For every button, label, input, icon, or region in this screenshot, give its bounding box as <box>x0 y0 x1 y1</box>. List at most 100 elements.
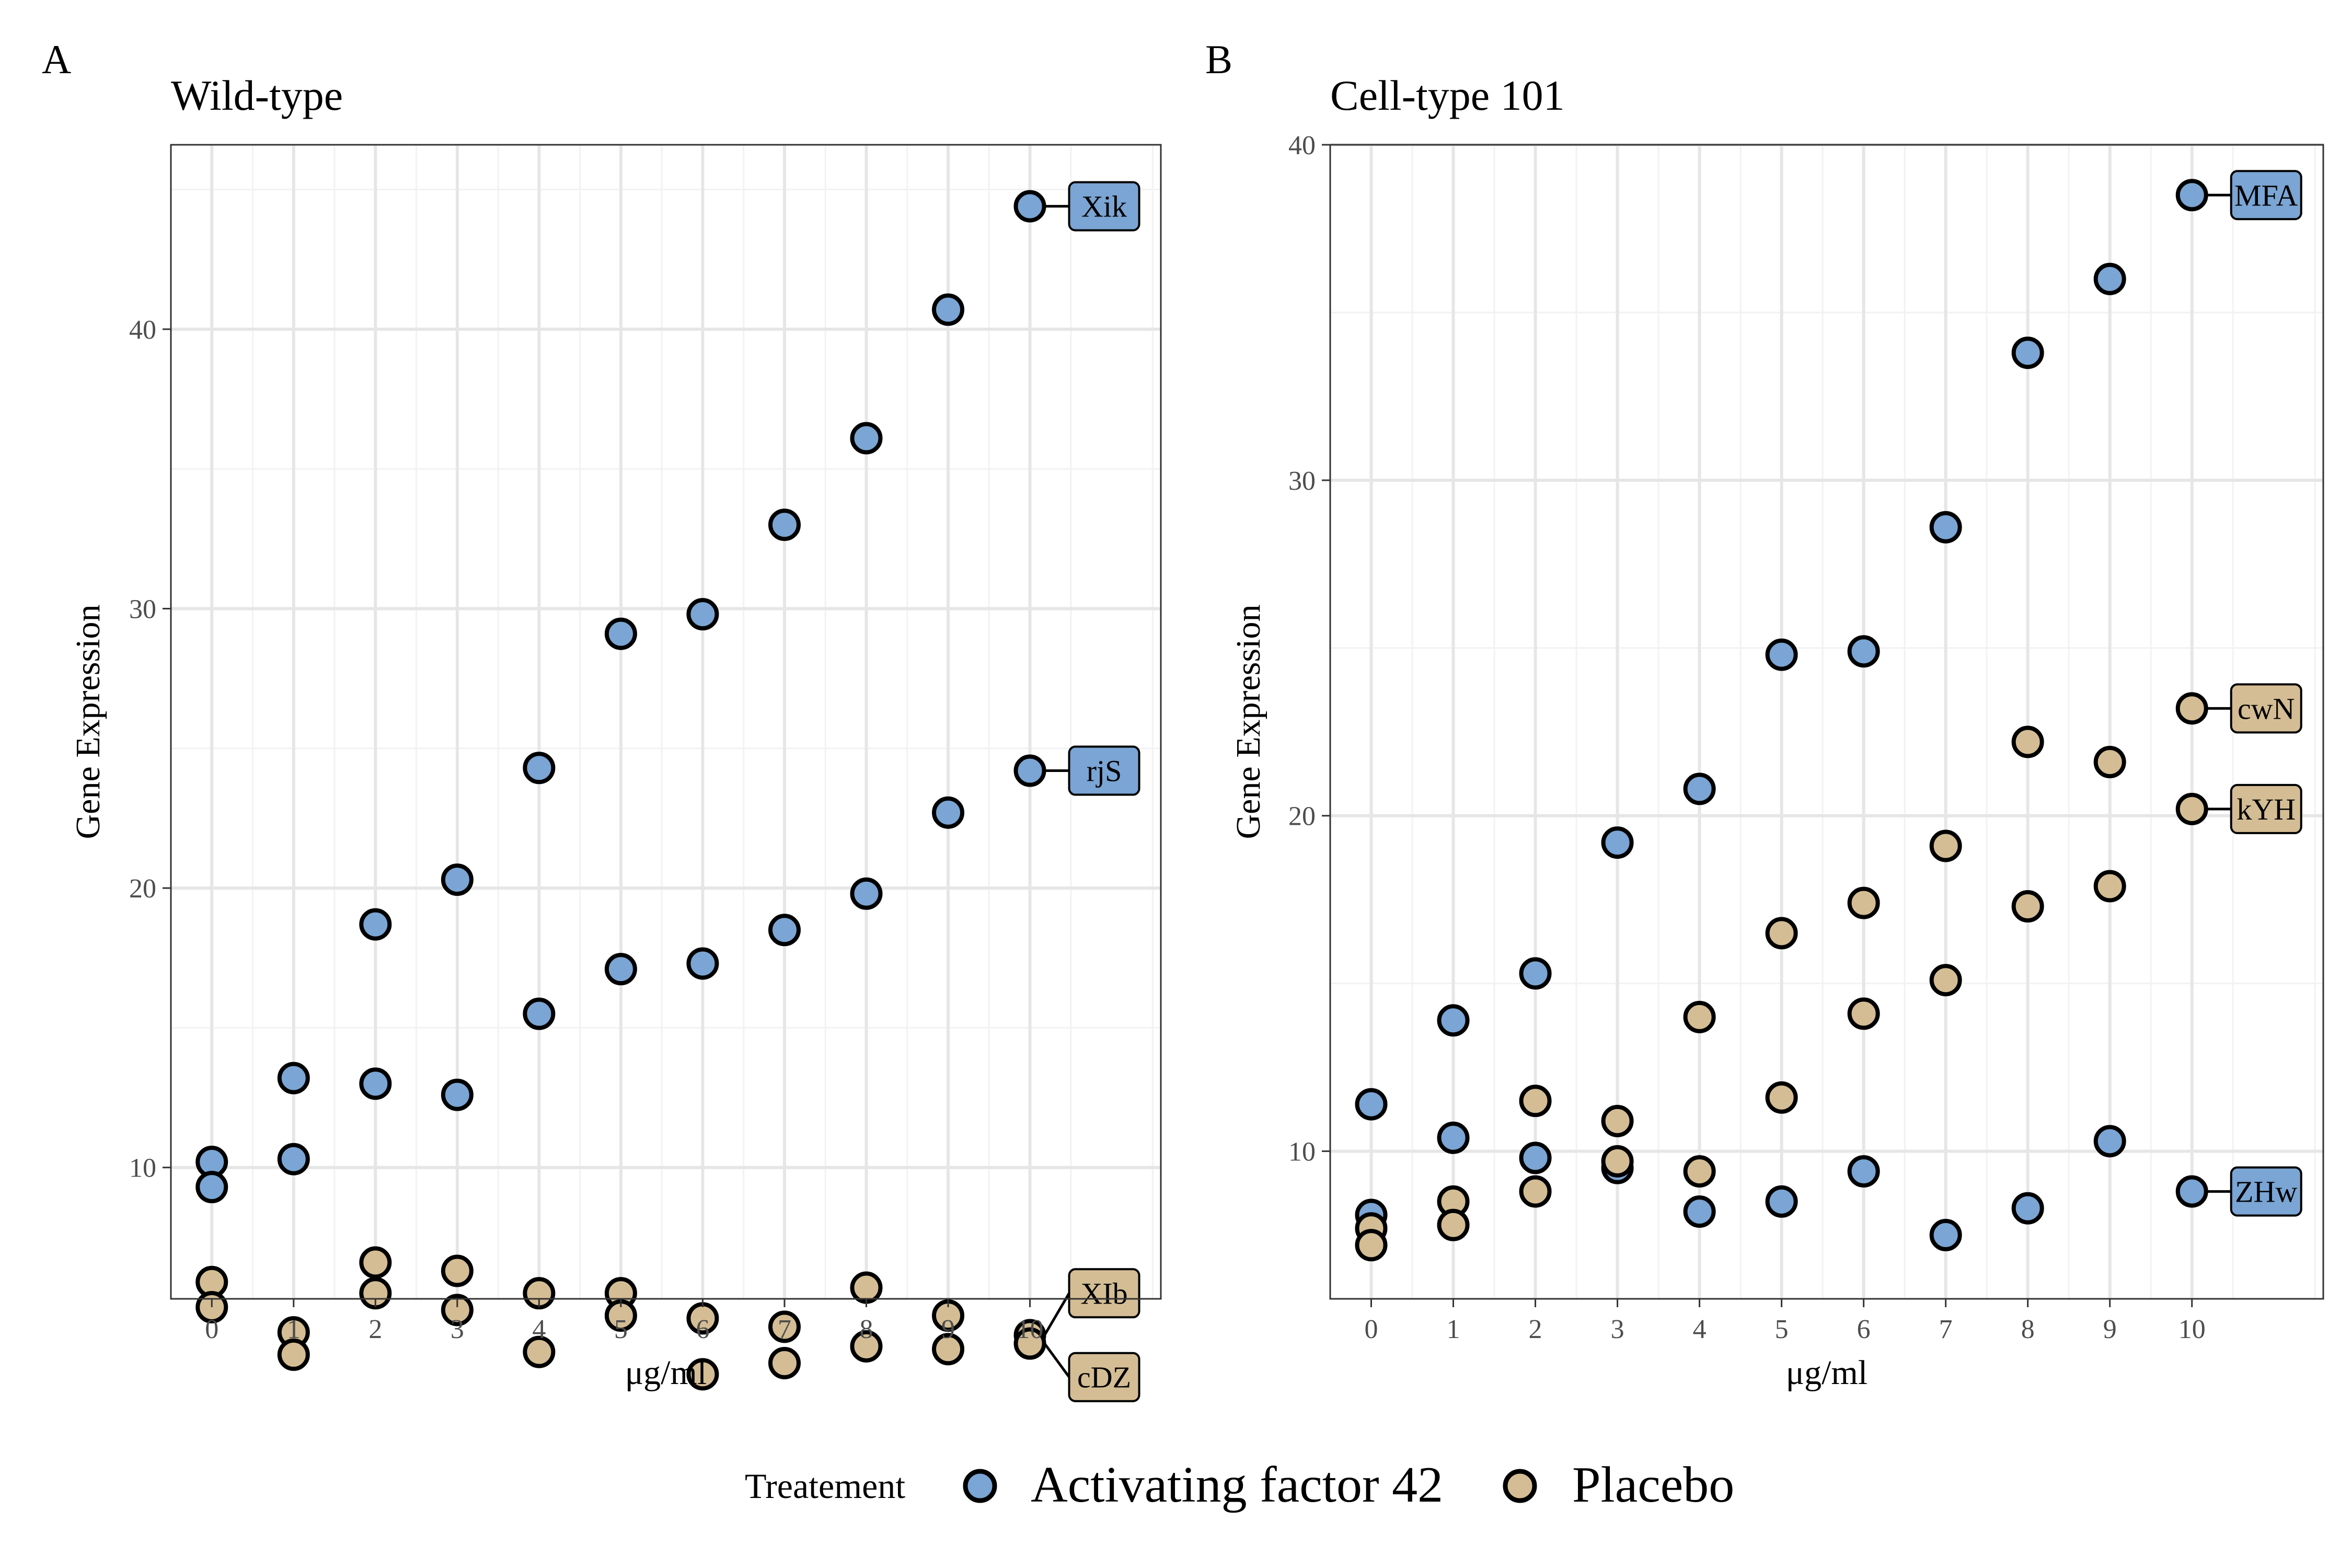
point-activating-factor-42 <box>1357 1090 1386 1119</box>
y-tick-label: 30 <box>129 594 156 624</box>
point-activating-factor-42 <box>1932 1221 1960 1249</box>
point-placebo <box>2014 892 2042 920</box>
x-tick-label: 1 <box>1447 1315 1460 1344</box>
point-placebo <box>770 1349 799 1377</box>
point-activating-factor-42 <box>525 754 553 782</box>
point-placebo <box>1357 1231 1386 1259</box>
panel-letter: A <box>42 37 71 82</box>
y-tick-label: 40 <box>129 315 156 345</box>
point-label-text: XIb <box>1080 1276 1127 1310</box>
x-tick-label: 5 <box>1775 1315 1789 1344</box>
point-placebo <box>852 1274 880 1302</box>
x-tick-label: 1 <box>287 1315 301 1344</box>
point-activating-factor-42 <box>852 880 880 908</box>
point-activating-factor-42 <box>852 424 880 452</box>
x-tick-label: 3 <box>1611 1315 1624 1344</box>
point-activating-factor-42 <box>1850 637 1878 665</box>
point-placebo <box>280 1341 308 1369</box>
x-axis: 0 1 2 3 4 5 6 7 8 9 10 <box>1365 1299 2206 1344</box>
point-activating-factor-42 <box>1686 1197 1714 1226</box>
panel-letter: B <box>1205 37 1232 82</box>
point-placebo <box>1686 1157 1714 1185</box>
y-tick-label: 20 <box>1288 802 1316 832</box>
point-activating-factor-42 <box>1521 1144 1550 1172</box>
x-tick-label: 6 <box>696 1315 709 1344</box>
point-activating-factor-42 <box>1521 959 1550 987</box>
point-activating-factor-42 <box>443 866 471 894</box>
point-activating-factor-42 <box>2178 181 2206 209</box>
point-activating-factor-42 <box>607 620 635 648</box>
y-axis-label: Gene Expression <box>69 604 107 839</box>
y-tick-label: 10 <box>1288 1137 1316 1167</box>
point-placebo <box>1439 1211 1468 1239</box>
plot-background <box>171 145 1161 1299</box>
point-placebo <box>1604 1107 1632 1135</box>
point-activating-factor-42 <box>280 1064 308 1092</box>
y-axis: 10 20 30 40 <box>129 315 171 1183</box>
point-activating-factor-42 <box>1016 192 1044 221</box>
x-tick-label: 7 <box>1939 1315 1953 1344</box>
panel-b: B Cell-type 101 MFA cwN kYH ZHw 0 1 2 3 4 5 6 7 8 9 1… <box>1205 37 2323 1392</box>
point-placebo <box>2096 748 2124 776</box>
point-activating-factor-42 <box>1768 1187 1796 1216</box>
point-label-text: MFA <box>2234 178 2298 212</box>
point-activating-factor-42 <box>1604 828 1632 857</box>
point-placebo <box>2014 728 2042 756</box>
y-axis-label: Gene Expression <box>1229 604 1267 839</box>
point-activating-factor-42 <box>1850 1157 1878 1185</box>
x-tick-label: 7 <box>778 1315 791 1344</box>
point-activating-factor-42 <box>280 1145 308 1173</box>
point-activating-factor-42 <box>1686 775 1714 803</box>
legend-title: Treatement <box>745 1466 905 1506</box>
point-activating-factor-42 <box>525 1000 553 1028</box>
y-tick-label: 40 <box>1288 131 1316 160</box>
point-activating-factor-42 <box>934 295 962 324</box>
point-activating-factor-42 <box>361 1069 389 1098</box>
point-activating-factor-42 <box>443 1081 471 1109</box>
point-label-text: cwN <box>2238 691 2295 725</box>
point-activating-factor-42 <box>2014 1194 2042 1223</box>
legend-key-placebo <box>1505 1471 1535 1501</box>
point-label-text: kYH <box>2236 792 2296 826</box>
point-placebo <box>2096 872 2124 901</box>
point-placebo <box>1604 1147 1632 1175</box>
x-axis-label: μg/ml <box>1786 1354 1867 1392</box>
point-activating-factor-42 <box>2096 265 2124 293</box>
point-placebo <box>1850 889 1878 917</box>
chart-title: Cell-type 101 <box>1330 72 1565 119</box>
point-label-text: ZHw <box>2235 1175 2297 1209</box>
x-tick-label: 10 <box>2178 1315 2206 1344</box>
plot-background <box>1330 145 2323 1299</box>
point-activating-factor-42 <box>770 916 799 944</box>
x-tick-label: 6 <box>1857 1315 1871 1344</box>
legend-label-placebo: Placebo <box>1572 1457 1734 1513</box>
x-tick-label: 9 <box>941 1315 955 1344</box>
y-axis: 10 20 30 40 <box>1288 131 1330 1167</box>
x-tick-label: 0 <box>205 1315 218 1344</box>
y-tick-label: 30 <box>1288 466 1316 496</box>
legend: Treatement Activating factor 42 Placebo <box>745 1457 1734 1513</box>
point-placebo <box>1850 999 1878 1028</box>
point-activating-factor-42 <box>607 955 635 983</box>
x-tick-label: 9 <box>2103 1315 2117 1344</box>
x-tick-label: 3 <box>451 1315 464 1344</box>
x-tick-label: 2 <box>1529 1315 1542 1344</box>
point-activating-factor-42 <box>1768 641 1796 669</box>
point-activating-factor-42 <box>688 600 717 628</box>
x-tick-label: 0 <box>1365 1315 1378 1344</box>
point-activating-factor-42 <box>2014 339 2042 367</box>
point-activating-factor-42 <box>2178 1178 2206 1206</box>
x-tick-label: 4 <box>532 1315 546 1344</box>
point-placebo <box>1686 1003 1714 1031</box>
point-activating-factor-42 <box>198 1173 226 1201</box>
label-connector <box>1045 1344 1069 1377</box>
y-tick-label: 20 <box>129 874 156 904</box>
x-tick-label: 10 <box>1017 1315 1044 1344</box>
point-placebo <box>443 1257 471 1285</box>
point-activating-factor-42 <box>1932 513 1960 541</box>
point-activating-factor-42 <box>688 949 717 977</box>
point-placebo <box>361 1248 389 1276</box>
point-placebo <box>2178 795 2206 823</box>
point-activating-factor-42 <box>934 799 962 827</box>
